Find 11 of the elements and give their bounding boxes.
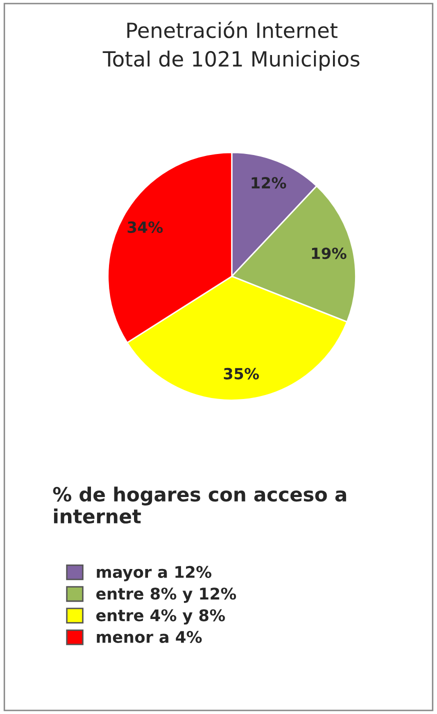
legend-label: entre 4% y 8% — [96, 609, 225, 625]
legend-title: % de hogares con acceso a internet — [53, 486, 346, 524]
chart-subtitle: Total de 1021 Municipios — [102, 50, 360, 71]
data-label: 35% — [224, 368, 259, 380]
data-label: 12% — [252, 177, 286, 189]
legend-label: entre 8% y 12% — [96, 588, 236, 603]
legend-label: mayor a 12% — [96, 566, 212, 582]
data-label: 19% — [312, 248, 346, 260]
legend-label: menor a 4% — [96, 630, 202, 643]
chart-title: Penetración Internet — [127, 21, 338, 38]
data-label: 34% — [128, 221, 163, 233]
